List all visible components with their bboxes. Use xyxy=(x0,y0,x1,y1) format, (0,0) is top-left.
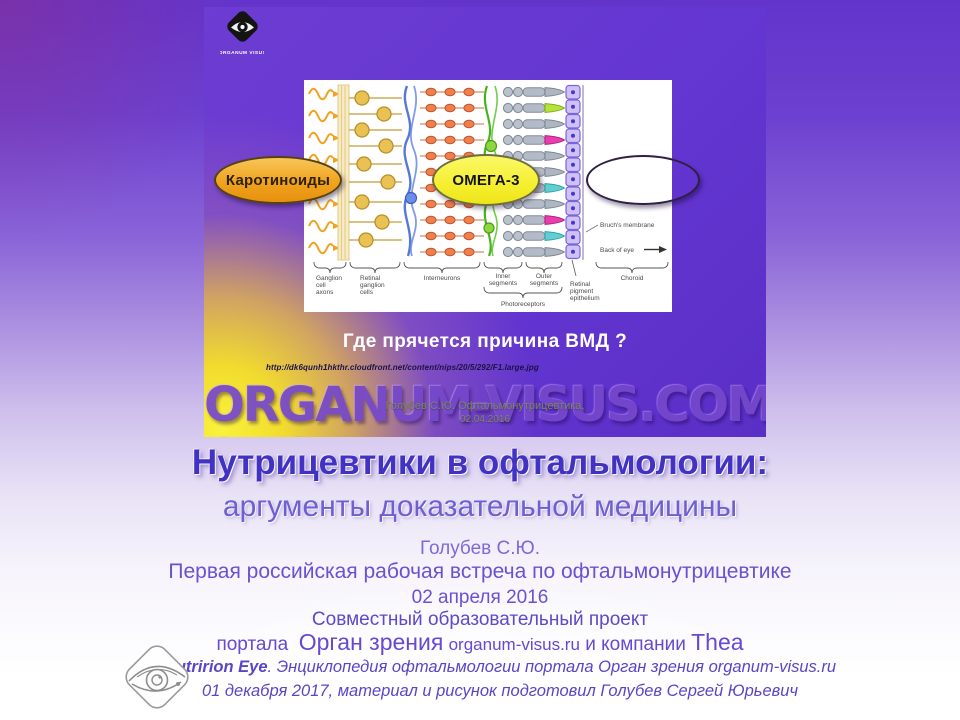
slide-title-line1: Нутрицевтики в офтальмологии: xyxy=(191,443,769,482)
portal-line: портала Орган зрения organum-visus.ru и … xyxy=(0,629,960,656)
label-photoreceptors: Photoreceptors xyxy=(501,301,546,308)
portal-company: Thea xyxy=(691,629,744,655)
organum-visus-logo: ORGANUM VISUS xyxy=(220,11,264,56)
blue-interneurons xyxy=(403,85,418,257)
layer-labels: Ganglion cell axons Retinal ganglion cel… xyxy=(316,273,644,308)
label-outer-2: segments xyxy=(530,280,559,287)
label-ganglion-1: Ganglion xyxy=(316,275,342,282)
bubble-omega3: ОМЕГА-3 xyxy=(432,154,540,206)
footer-line1-rest: . Энциклопедия офтальмологии портала Орг… xyxy=(267,658,837,676)
label-inner-2: segments xyxy=(489,280,518,287)
ganglion-dendrites xyxy=(349,97,402,241)
author-line: Голубев С.Ю. xyxy=(419,538,541,559)
watermark-caption-author: Голубев С.Ю. Офтальмонутрицевтика, xyxy=(385,400,585,412)
source-url: http://dk6qunh1hkthr.cloudfront.net/cont… xyxy=(266,363,539,372)
label-rpe-1: Retinal xyxy=(570,281,591,288)
bruchs-membrane-label: Bruch's membrane xyxy=(600,222,655,229)
footer-brand: Nutririon Eye xyxy=(163,658,268,676)
label-inner-1: Inner xyxy=(496,273,512,280)
bubble-rpe: РПЭ xyxy=(586,155,700,205)
label-retinal-1: Retinal xyxy=(360,275,381,282)
label-rpe-2: pigment xyxy=(570,288,593,295)
watermark: ORGANUM-VISUS.COM xyxy=(204,377,766,433)
nerve-fiber-layer xyxy=(337,84,350,261)
label-ganglion-3: axons xyxy=(316,289,334,296)
logo-diamond-outline xyxy=(125,645,189,709)
label-interneurons: Interneurons xyxy=(424,275,461,282)
layer-braces xyxy=(313,259,669,299)
label-retinal-3: cells xyxy=(360,289,374,296)
slide-question: Где прячется причина ВМД ? xyxy=(342,331,628,352)
date-line: 02 апреля 2016 xyxy=(411,587,549,608)
event-line: Первая российская рабочая встреча по офт… xyxy=(168,560,792,583)
eye-icon xyxy=(128,665,186,692)
label-ganglion-2: cell xyxy=(316,282,326,289)
footer-line1: Nutririon Eye. Энциклопедия офтальмологи… xyxy=(50,658,950,677)
footer-line2: 01 декабря 2017, материал и рисунок подг… xyxy=(201,682,798,700)
label-outer-1: Outer xyxy=(536,273,553,280)
nutririon-eye-logo xyxy=(125,645,189,709)
eye-highlight xyxy=(240,24,245,30)
logo-caption: ORGANUM VISUS xyxy=(220,50,264,56)
bubble-carotenoids: Каротиноиды xyxy=(214,156,342,204)
project-line: Совместный образовательный проект xyxy=(311,609,649,630)
embedded-slide-image: ORGANUM VISUS xyxy=(204,7,766,437)
label-retinal-2: ganglion xyxy=(360,282,385,289)
portal-conjunction: и компании xyxy=(585,634,686,655)
label-rpe-3: epithelium xyxy=(570,295,600,302)
portal-site: organum-visus.ru xyxy=(448,635,580,654)
label-choroid: Choroid xyxy=(621,275,644,282)
watermark-caption-date: 02.04.2016 xyxy=(459,414,511,425)
eye-tear-dot xyxy=(176,682,180,686)
eye-glint xyxy=(158,675,162,679)
portal-name: Орган зрения xyxy=(298,629,444,655)
back-of-eye-arrow xyxy=(659,246,667,253)
back-of-eye-label: Back of eye xyxy=(600,247,634,254)
slide-title-line2: аргументы доказательной медицины xyxy=(222,490,738,523)
diagram-right-labels: Bruch's membrane Back of eye xyxy=(585,222,667,254)
ganglion-cells xyxy=(354,90,396,248)
portal-prefix: портала xyxy=(216,634,289,655)
